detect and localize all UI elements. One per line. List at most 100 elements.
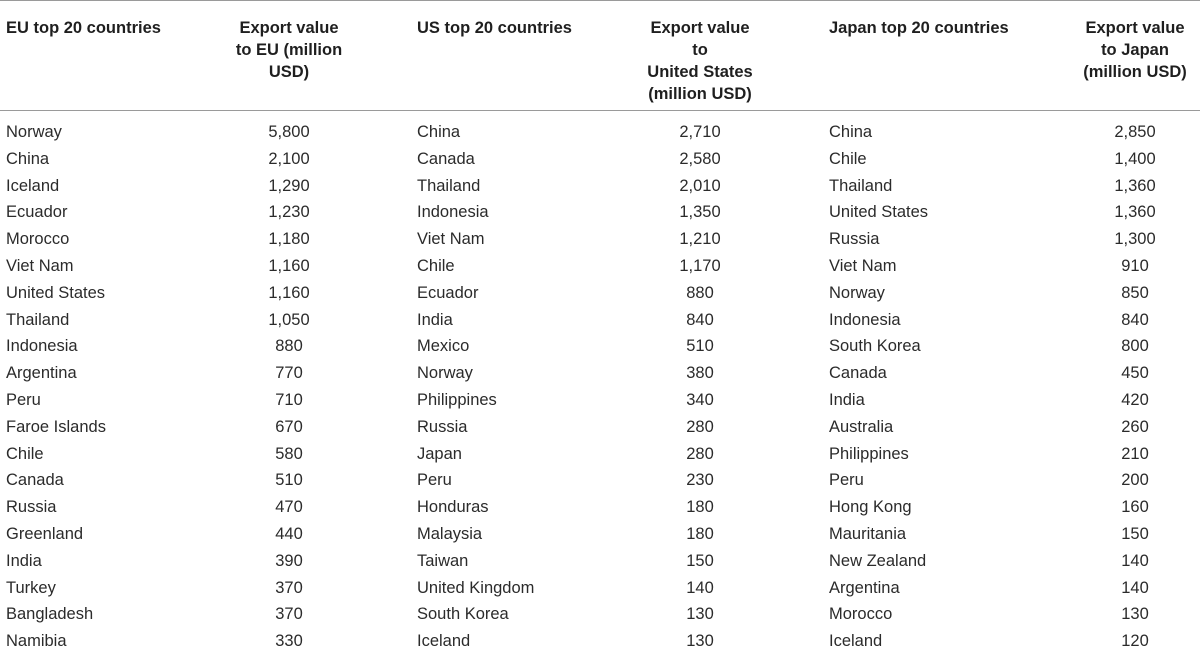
us-export-value-cell: 280 — [686, 444, 714, 463]
japan-country-cell: Mauritania — [829, 524, 907, 543]
table-row: Turkey 370 United Kingdom 140 Argentina 140 — [0, 575, 1200, 602]
japan-export-value-cell: 800 — [1121, 337, 1149, 356]
japan-country-cell: Argentina — [829, 578, 900, 597]
japan-export-value-cell: 140 — [1121, 578, 1149, 597]
us-country-cell: South Korea — [417, 605, 509, 624]
japan-export-value-cell: 160 — [1121, 498, 1149, 517]
japan-country-cell: New Zealand — [829, 551, 927, 570]
japan-export-value-cell: 200 — [1121, 471, 1149, 490]
eu-export-value-cell: 2,100 — [268, 149, 310, 168]
japan-export-value-cell: 260 — [1121, 417, 1149, 436]
eu-export-value-cell: 770 — [275, 364, 303, 383]
eu-country-cell: Morocco — [6, 230, 70, 249]
table-row: Argentina 770 Norway 380 Canada 450 — [0, 360, 1200, 387]
japan-country-cell: Canada — [829, 364, 887, 383]
table-row: Norway 5,800 China 2,710 China 2,850 — [0, 119, 1200, 146]
us-country-cell: Iceland — [417, 632, 471, 651]
table-row: Indonesia 880 Mexico 510 South Korea 800 — [0, 333, 1200, 360]
japan-export-value-cell: 150 — [1121, 524, 1149, 543]
table-row: Bangladesh 370 South Korea 130 Morocco 130 — [0, 601, 1200, 628]
us-export-value-cell: 130 — [686, 632, 714, 651]
japan-country-cell: Morocco — [829, 605, 893, 624]
us-country-cell: United Kingdom — [417, 578, 535, 597]
table-row: Ecuador 1,230 Indonesia 1,350 United States 1… — [0, 199, 1200, 226]
japan-export-value-cell: 130 — [1121, 605, 1149, 624]
us-country-cell: Japan — [417, 444, 462, 463]
header-us-export-value: Export value to United States (million U… — [647, 19, 753, 103]
us-country-cell: Honduras — [417, 498, 489, 517]
table-row: India 390 Taiwan 150 New Zealand 140 — [0, 548, 1200, 575]
eu-export-value-cell: 370 — [275, 605, 303, 624]
us-country-cell: Ecuador — [417, 283, 479, 302]
japan-country-cell: Hong Kong — [829, 498, 912, 517]
japan-country-cell: Norway — [829, 283, 885, 302]
eu-country-cell: Viet Nam — [6, 256, 74, 275]
eu-export-value-cell: 1,290 — [268, 176, 310, 195]
japan-export-value-cell: 450 — [1121, 364, 1149, 383]
table-row: Iceland 1,290 Thailand 2,010 Thailand 1,360 — [0, 173, 1200, 200]
japan-export-value-cell: 120 — [1121, 632, 1149, 651]
us-export-value-cell: 380 — [686, 364, 714, 383]
eu-export-value-cell: 1,160 — [268, 283, 310, 302]
table-row: Greenland 440 Malaysia 180 Mauritania 150 — [0, 521, 1200, 548]
us-country-cell: India — [417, 310, 453, 329]
eu-export-value-cell: 1,180 — [268, 230, 310, 249]
japan-country-cell: Viet Nam — [829, 256, 897, 275]
us-export-value-cell: 140 — [686, 578, 714, 597]
eu-export-value-cell: 470 — [275, 498, 303, 517]
eu-country-cell: Peru — [6, 390, 41, 409]
japan-country-cell: Philippines — [829, 444, 909, 463]
header-us-countries: US top 20 countries — [417, 19, 572, 37]
us-export-value-cell: 130 — [686, 605, 714, 624]
japan-country-cell: Peru — [829, 471, 864, 490]
us-export-value-cell: 280 — [686, 417, 714, 436]
table-row: Canada 510 Peru 230 Peru 200 — [0, 467, 1200, 494]
japan-country-cell: South Korea — [829, 337, 921, 356]
header-japan-export-value: Export value to Japan (million USD) — [1083, 19, 1187, 81]
eu-country-cell: India — [6, 551, 42, 570]
us-export-value-cell: 180 — [686, 498, 714, 517]
us-country-cell: Norway — [417, 364, 473, 383]
eu-export-value-cell: 880 — [275, 337, 303, 356]
us-country-cell: Peru — [417, 471, 452, 490]
table-row: United States 1,160 Ecuador 880 Norway 850 — [0, 280, 1200, 307]
japan-export-value-cell: 210 — [1121, 444, 1149, 463]
us-export-value-cell: 1,350 — [679, 203, 721, 222]
us-export-value-cell: 1,210 — [679, 230, 721, 249]
us-country-cell: Mexico — [417, 337, 470, 356]
eu-country-cell: Indonesia — [6, 337, 78, 356]
eu-country-cell: Canada — [6, 471, 64, 490]
us-country-cell: Thailand — [417, 176, 481, 195]
table-row: China 2,100 Canada 2,580 Chile 1,400 — [0, 146, 1200, 173]
table-row: Russia 470 Honduras 180 Hong Kong 160 — [0, 494, 1200, 521]
japan-export-value-cell: 2,850 — [1114, 123, 1156, 141]
eu-export-value-cell: 440 — [275, 524, 303, 543]
eu-export-value-cell: 1,160 — [268, 256, 310, 275]
us-export-value-cell: 230 — [686, 471, 714, 490]
japan-export-value-cell: 840 — [1121, 310, 1149, 329]
us-export-value-cell: 2,710 — [679, 123, 721, 141]
eu-country-cell: Thailand — [6, 310, 70, 329]
us-country-cell: Philippines — [417, 390, 497, 409]
us-country-cell: Viet Nam — [417, 230, 485, 249]
eu-country-cell: Chile — [6, 444, 44, 463]
us-export-value-cell: 1,170 — [679, 256, 721, 275]
japan-country-cell: India — [829, 390, 865, 409]
table-row: Thailand 1,050 India 840 Indonesia 840 — [0, 307, 1200, 334]
japan-export-value-cell: 420 — [1121, 390, 1149, 409]
table-row: Faroe Islands 670 Russia 280 Australia 260 — [0, 414, 1200, 441]
japan-export-value-cell: 1,400 — [1114, 149, 1156, 168]
header-eu-countries: EU top 20 countries — [6, 19, 161, 37]
table-row: Peru 710 Philippines 340 India 420 — [0, 387, 1200, 414]
eu-country-cell: Turkey — [6, 578, 56, 597]
us-country-cell: Russia — [417, 417, 468, 436]
us-country-cell: Indonesia — [417, 203, 489, 222]
eu-country-cell: Iceland — [6, 176, 60, 195]
us-country-cell: Malaysia — [417, 524, 483, 543]
eu-export-value-cell: 510 — [275, 471, 303, 490]
eu-country-cell: Ecuador — [6, 203, 68, 222]
header-japan-countries: Japan top 20 countries — [829, 19, 1009, 37]
us-export-value-cell: 2,010 — [679, 176, 721, 195]
japan-country-cell: China — [829, 123, 873, 141]
eu-export-value-cell: 370 — [275, 578, 303, 597]
